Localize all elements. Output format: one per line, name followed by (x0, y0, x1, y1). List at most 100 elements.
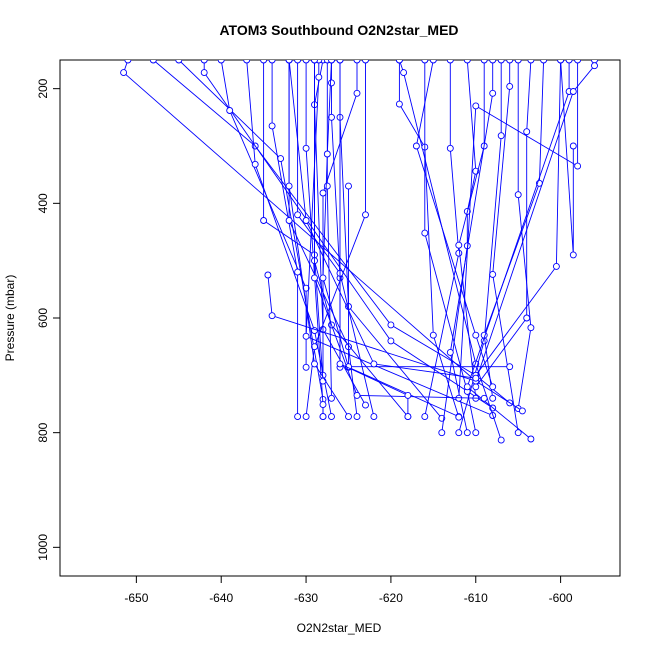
data-point (302, 413, 310, 421)
series-line-30 (458, 60, 502, 433)
data-point (200, 69, 208, 77)
data-point (311, 274, 318, 282)
series-line-44 (415, 60, 494, 387)
y-tick-label: 400 (36, 193, 50, 213)
data-point (523, 314, 531, 322)
data-point (328, 394, 335, 402)
data-point (455, 241, 463, 249)
data-point (260, 60, 268, 64)
data-point (569, 251, 577, 259)
data-point (514, 429, 522, 437)
series-line-28 (458, 60, 485, 399)
data-point (455, 429, 463, 437)
data-point (362, 401, 369, 409)
data-point (591, 60, 598, 64)
series-line-32 (517, 60, 532, 409)
data-point (489, 394, 497, 402)
x-tick-label: -640 (209, 591, 233, 605)
x-tick-label: -610 (464, 591, 488, 605)
data-point (412, 142, 420, 150)
series-line-7 (271, 60, 299, 417)
data-point (472, 383, 480, 391)
data-point (480, 394, 488, 402)
series-clip-group (120, 60, 598, 444)
data-point (565, 60, 573, 64)
data-point (497, 436, 505, 444)
data-point (518, 407, 526, 415)
data-point (328, 79, 335, 87)
data-point (506, 82, 514, 90)
data-point (285, 182, 293, 190)
series-line-1 (123, 60, 477, 382)
data-point (446, 144, 454, 152)
series-line-38 (458, 60, 579, 399)
series-line-37 (475, 60, 595, 412)
data-point (400, 69, 408, 77)
data-point (497, 60, 505, 64)
data-point (311, 60, 318, 64)
data-point (514, 60, 522, 64)
data-point (302, 144, 310, 152)
data-point (328, 60, 335, 64)
series-line-18 (297, 60, 375, 417)
data-point (311, 343, 318, 351)
y-axis: 200 400 600 800 1000 (36, 78, 61, 561)
series-line-43 (288, 60, 476, 379)
data-point (226, 107, 234, 114)
data-point (268, 312, 276, 320)
data-point (353, 413, 361, 421)
x-axis-label: O2N2star_MED (297, 621, 382, 635)
data-point (480, 60, 488, 64)
data-point (328, 413, 335, 421)
data-point (404, 391, 412, 399)
data-point (404, 413, 412, 421)
data-point (345, 413, 352, 421)
data-point (362, 211, 369, 219)
data-point (574, 60, 582, 64)
data-point (455, 394, 463, 402)
data-point (569, 88, 577, 95)
series-line-36 (466, 60, 570, 440)
data-point (302, 60, 310, 64)
data-point (438, 429, 446, 437)
y-axis-label: Pressure (mbar) (3, 275, 17, 362)
data-point (552, 262, 560, 270)
data-point (353, 391, 361, 399)
data-point (514, 191, 522, 199)
data-point (264, 271, 272, 279)
data-point (302, 217, 310, 224)
data-point (370, 413, 378, 421)
data-point (251, 160, 259, 168)
data-point (149, 60, 157, 64)
series-line-23 (398, 60, 502, 441)
data-point (463, 60, 471, 64)
data-point (217, 60, 225, 64)
data-point (489, 89, 497, 97)
data-point (395, 60, 403, 64)
data-point (395, 100, 403, 108)
data-point (527, 324, 535, 332)
data-point (294, 268, 302, 276)
data-point (294, 60, 302, 64)
data-point (429, 60, 437, 64)
y-tick-label: 1000 (36, 534, 50, 561)
data-point (472, 331, 480, 339)
data-point (311, 360, 318, 368)
data-point (557, 60, 565, 64)
series-line-31 (492, 60, 519, 433)
data-point (527, 435, 535, 443)
data-point (302, 284, 310, 292)
series-line-26 (424, 60, 460, 417)
data-point (353, 89, 361, 97)
series-line-41 (314, 60, 485, 399)
x-tick-label: -630 (294, 591, 318, 605)
data-point (591, 62, 598, 70)
data-point (120, 69, 128, 77)
x-tick-label: -620 (379, 591, 403, 605)
data-point (421, 60, 429, 64)
data-point (323, 182, 331, 190)
data-point (472, 429, 480, 437)
series-line-22 (322, 60, 459, 418)
series-line-25 (424, 60, 477, 433)
data-point (260, 217, 268, 224)
